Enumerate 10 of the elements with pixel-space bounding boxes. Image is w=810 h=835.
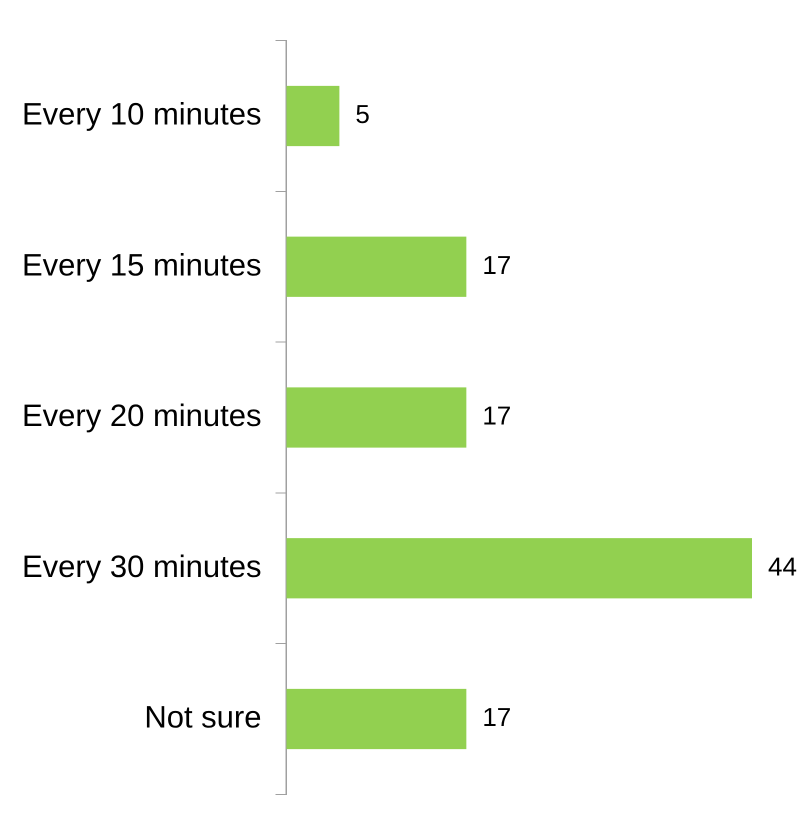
y-tick-label: Not sure: [144, 700, 262, 735]
y-tick-label: Every 20 minutes: [22, 398, 262, 434]
data-label: 44: [768, 551, 797, 582]
data-label: 5: [355, 99, 370, 130]
y-tick-label: Every 30 minutes: [22, 548, 262, 584]
data-label: 17: [482, 702, 512, 732]
data-label: 17: [482, 400, 512, 431]
y-tick-label: Every 15 minutes: [22, 247, 262, 282]
data-label: 17: [482, 250, 512, 280]
y-tick-label: Every 10 minutes: [22, 96, 262, 132]
